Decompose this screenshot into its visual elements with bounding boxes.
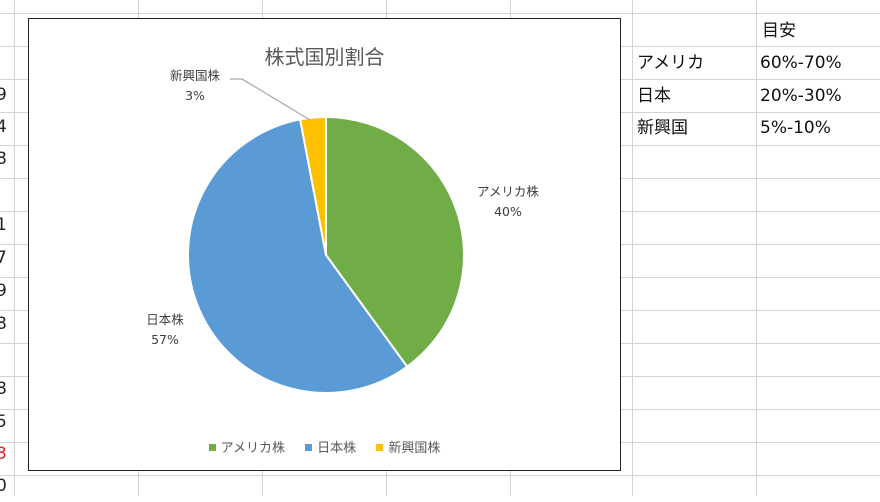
cut-cell-value[interactable]: 5	[0, 412, 7, 432]
table-row-value[interactable]: 60%-70%	[760, 53, 842, 73]
cut-cell-value[interactable]: 9	[0, 85, 7, 105]
table-row-label[interactable]: 日本	[637, 86, 671, 106]
slice-label-percent: 57%	[151, 332, 179, 347]
chart-title[interactable]: 株式国別割合	[264, 45, 385, 69]
slice-label-name: アメリカ株	[477, 184, 539, 199]
table-header-guideline[interactable]: 目安	[762, 21, 796, 41]
pie-slice-japan[interactable]	[187, 118, 409, 394]
legend-label: アメリカ株	[220, 441, 286, 456]
legend-label: 新興国株	[388, 441, 441, 456]
slice-label-percent: 40%	[494, 204, 522, 219]
legend-label: 日本株	[317, 441, 357, 456]
table-row-label[interactable]: 新興国	[637, 118, 688, 138]
leader-line	[230, 78, 311, 121]
legend-item-emerging[interactable]: 新興国株	[376, 437, 440, 456]
cut-cell-value[interactable]: 8	[0, 314, 7, 334]
legend-swatch	[305, 444, 313, 451]
slice-label-name: 新興国株	[169, 68, 221, 83]
slice-label-emerging[interactable]: 新興国株 3%	[170, 66, 220, 106]
slice-label-percent: 3%	[185, 88, 205, 103]
cut-cell-value[interactable]: 1	[0, 215, 7, 235]
cut-cell-value[interactable]: 9	[0, 281, 7, 301]
legend-swatch	[376, 444, 384, 451]
table-row-label[interactable]: アメリカ	[637, 53, 705, 73]
slice-label-name: 日本株	[146, 312, 184, 327]
cut-cell-value-negative[interactable]: 3	[0, 444, 7, 464]
cut-cell-value[interactable]: 8	[0, 379, 7, 399]
slice-label-america[interactable]: アメリカ株 40%	[477, 182, 539, 222]
table-row-value[interactable]: 5%-10%	[760, 118, 831, 138]
cut-cell-value[interactable]: 7	[0, 248, 7, 268]
cut-cell-value[interactable]: 4	[0, 117, 7, 137]
cut-cell-value[interactable]: 0	[0, 476, 7, 496]
legend-item-america[interactable]: アメリカ株	[208, 437, 286, 456]
legend-swatch	[208, 444, 216, 451]
pie-slice-america[interactable]	[325, 115, 465, 369]
legend-item-japan[interactable]: 日本株	[305, 437, 356, 456]
pie-chart-object[interactable]: 株式国別割合 アメリカ株 40% 日本株 57% 新興国株 3% アメリカ株 日…	[28, 18, 621, 471]
slice-label-japan[interactable]: 日本株 57%	[146, 310, 184, 350]
pie-chart-plot[interactable]	[29, 19, 619, 469]
table-row-value[interactable]: 20%-30%	[760, 86, 842, 106]
pie-slice-emerging[interactable]	[298, 115, 327, 256]
chart-legend[interactable]: アメリカ株 日本株 新興国株	[29, 437, 620, 456]
cut-cell-value[interactable]: 8	[0, 149, 7, 169]
